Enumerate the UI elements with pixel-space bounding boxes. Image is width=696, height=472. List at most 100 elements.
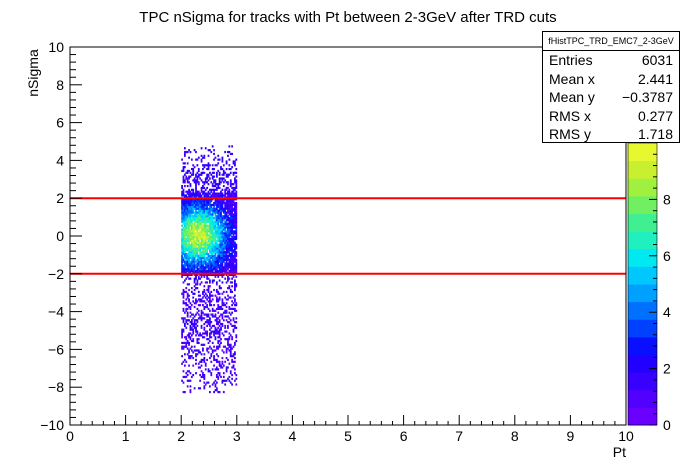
histogram-cell [211, 330, 214, 333]
histogram-cell [204, 198, 207, 201]
histogram-cell [220, 177, 222, 180]
histogram-cell [182, 243, 185, 246]
histogram-cell [190, 345, 193, 348]
histogram-cell [192, 245, 195, 248]
histogram-cell [217, 307, 220, 311]
histogram-cell [232, 200, 235, 203]
histogram-cell [225, 309, 228, 312]
histogram-cell [214, 188, 217, 191]
histogram-cell [232, 234, 235, 237]
histogram-cell [218, 305, 221, 309]
histogram-cell [217, 375, 220, 379]
histogram-cell [215, 332, 218, 335]
histogram-cell [195, 270, 197, 273]
histogram-cell [183, 152, 186, 156]
histogram-cell [209, 270, 211, 273]
histogram-cell [190, 207, 193, 210]
histogram-cell [217, 154, 220, 157]
histogram-cell [229, 205, 232, 208]
histogram-cell [232, 220, 235, 224]
histogram-cell [202, 247, 204, 250]
histogram-cell [231, 358, 234, 362]
histogram-cell [195, 190, 197, 193]
histogram-cell [188, 319, 190, 322]
histogram-cell [182, 294, 185, 297]
histogram-cell [182, 345, 185, 348]
histogram-cell [227, 181, 229, 184]
histogram-cell [193, 285, 196, 288]
histogram-cell [222, 345, 225, 348]
histogram-cell [186, 162, 189, 165]
histogram-cell [214, 226, 217, 229]
histogram-cell [209, 336, 211, 339]
histogram-cell [188, 266, 190, 269]
histogram-cell [224, 228, 227, 231]
histogram-cell [203, 247, 206, 250]
histogram-cell [207, 245, 210, 248]
histogram-cell [213, 171, 215, 174]
histogram-cell [215, 173, 218, 176]
histogram-cell [192, 292, 195, 295]
histogram-cell [214, 332, 217, 335]
histogram-cell [211, 247, 214, 250]
histogram-cell [215, 215, 218, 218]
histogram-cell [202, 211, 204, 214]
histogram-cell [215, 220, 218, 224]
histogram-cell [185, 298, 188, 301]
histogram-cell [193, 349, 196, 352]
histogram-cell [220, 201, 222, 205]
histogram-cell [220, 209, 222, 212]
histogram-cell [207, 254, 210, 258]
histogram-cell [197, 190, 200, 193]
histogram-cell [197, 317, 200, 320]
histogram-cell [181, 254, 183, 258]
histogram-cell [225, 217, 228, 220]
histogram-cell [190, 326, 193, 329]
histogram-cell [231, 198, 234, 201]
histogram-cell [221, 245, 224, 248]
histogram-cell [182, 192, 185, 195]
histogram-cell [192, 215, 195, 218]
histogram-cell [196, 213, 199, 216]
histogram-cell [220, 181, 222, 184]
histogram-cell [221, 167, 224, 171]
histogram-cell [196, 215, 199, 218]
histogram-cell [218, 343, 221, 346]
histogram-cell [193, 224, 196, 227]
histogram-cell [189, 336, 192, 339]
histogram-cell [207, 351, 210, 354]
histogram-cell [228, 226, 231, 229]
histogram-cell [231, 262, 234, 265]
histogram-cell [195, 217, 197, 220]
histogram-cell [213, 236, 215, 239]
histogram-cell [193, 177, 196, 180]
histogram-cell [183, 249, 186, 252]
histogram-cell [210, 326, 213, 329]
histogram-cell [235, 222, 238, 225]
histogram-cell [229, 211, 232, 214]
histogram-cell [197, 249, 200, 252]
histogram-cell [222, 226, 225, 229]
histogram-cell [227, 268, 229, 271]
histogram-cell [188, 192, 190, 195]
histogram-cell [204, 362, 207, 365]
histogram-cell [231, 220, 234, 224]
histogram-cell [196, 236, 199, 239]
histogram-cell [214, 315, 217, 318]
histogram-cell [188, 249, 190, 252]
histogram-cell [211, 383, 214, 386]
histogram-cell [220, 251, 222, 254]
histogram-cell [231, 201, 234, 205]
histogram-cell [231, 249, 234, 252]
histogram-cell [214, 230, 217, 233]
histogram-cell [222, 241, 225, 244]
histogram-cell [218, 213, 221, 216]
histogram-cell [204, 181, 207, 184]
histogram-cell [200, 300, 203, 303]
histogram-cell [229, 273, 232, 276]
histogram-cell [197, 256, 200, 259]
histogram-cell [186, 228, 189, 231]
histogram-cell [190, 273, 193, 276]
histogram-cell [228, 287, 231, 290]
histogram-cell [225, 230, 228, 233]
